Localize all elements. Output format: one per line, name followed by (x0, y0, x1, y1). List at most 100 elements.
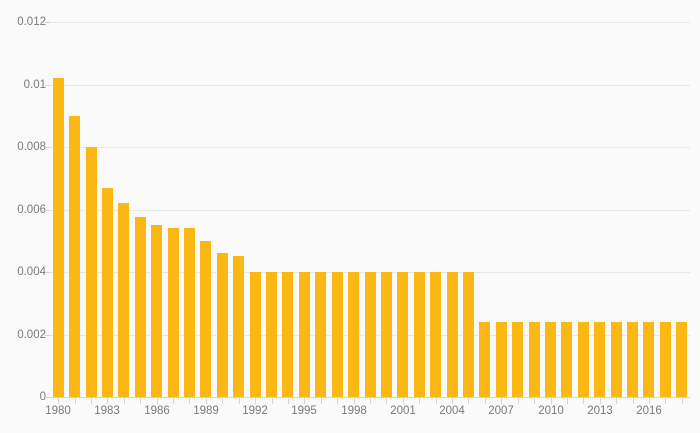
bar[interactable] (462, 272, 474, 397)
x-axis-tick-mark (91, 397, 92, 404)
x-axis-tick-mark (518, 397, 519, 404)
bar[interactable] (364, 272, 376, 397)
bar[interactable] (627, 322, 639, 397)
bars-series (50, 22, 690, 397)
y-axis-tick-label: 0.012 (17, 16, 46, 28)
x-axis-tick-label: 2010 (538, 405, 564, 417)
gridline (50, 147, 690, 148)
bar[interactable] (561, 322, 573, 397)
bar[interactable] (610, 322, 622, 397)
plot-area (50, 22, 690, 398)
y-axis-tick-mark (45, 22, 50, 23)
x-axis-tick-mark (140, 397, 141, 404)
bar[interactable] (380, 272, 392, 397)
bar[interactable] (512, 322, 524, 397)
x-axis-tick-mark (649, 397, 650, 404)
x-axis-tick-mark (468, 397, 469, 404)
x-axis-tick-label: 2004 (439, 405, 465, 417)
bar[interactable] (200, 240, 212, 397)
x-axis-tick-label: 1989 (193, 405, 219, 417)
x-axis-tick-mark (239, 397, 240, 404)
x-axis-tick-mark (534, 397, 535, 404)
bar[interactable] (495, 322, 507, 397)
x-axis-tick-mark (436, 397, 437, 404)
x-axis-tick-mark (75, 397, 76, 404)
bar[interactable] (446, 272, 458, 397)
bar[interactable] (348, 272, 360, 397)
bar[interactable] (216, 253, 228, 397)
x-axis-tick-mark (403, 397, 404, 404)
x-axis-tick-mark (255, 397, 256, 404)
x-axis-tick-label: 2013 (587, 405, 613, 417)
bar[interactable] (233, 256, 245, 397)
x-axis-tick-mark (501, 397, 502, 404)
bar[interactable] (69, 115, 81, 397)
x-axis-tick-label: 2007 (488, 405, 514, 417)
y-axis-tick-label: 0.01 (23, 78, 46, 91)
x-axis-tick-label: 1980 (45, 405, 71, 417)
bar[interactable] (249, 272, 261, 397)
bar[interactable] (85, 147, 97, 397)
bar[interactable] (659, 322, 671, 397)
y-axis-tick-label: 0.008 (17, 141, 46, 153)
y-axis-tick-mark (45, 334, 50, 336)
bar[interactable] (413, 272, 425, 397)
bar[interactable] (101, 187, 113, 397)
x-axis-tick-mark (633, 397, 634, 404)
bar[interactable] (528, 322, 540, 397)
y-axis-tick-mark (45, 147, 50, 148)
x-axis-tick-label: 2016 (636, 405, 662, 417)
bar[interactable] (430, 272, 442, 397)
bar[interactable] (118, 203, 130, 397)
x-axis-tick-mark (485, 397, 486, 404)
x-axis-tick-mark (173, 397, 174, 404)
x-axis-tick-mark (354, 397, 355, 404)
y-axis-tick-label: 0.006 (17, 203, 46, 216)
x-axis-tick-mark (58, 397, 59, 404)
x-axis-tick-mark (665, 397, 666, 404)
x-axis-tick-mark (386, 397, 387, 404)
x-axis-tick-mark (682, 397, 683, 404)
x-axis-tick-mark (600, 397, 601, 404)
gridline (50, 209, 690, 211)
x-axis-tick-label: 1998 (341, 405, 367, 417)
bar[interactable] (134, 217, 146, 397)
x-axis-tick-mark (304, 397, 305, 404)
x-axis-tick-label: 1995 (291, 405, 317, 417)
x-axis-tick-mark (616, 397, 617, 404)
bar[interactable] (183, 228, 195, 397)
bar[interactable] (577, 322, 589, 397)
bar[interactable] (545, 322, 556, 397)
x-axis-tick-mark (222, 397, 223, 404)
bar[interactable] (397, 272, 409, 397)
bar[interactable] (52, 78, 64, 397)
bar[interactable] (594, 322, 606, 397)
y-axis-tick-mark (45, 84, 50, 86)
gridline (50, 84, 690, 86)
x-axis-tick-mark (551, 397, 552, 404)
x-axis-tick-label: 1986 (144, 405, 170, 417)
bar[interactable] (643, 322, 655, 397)
bar[interactable] (479, 322, 491, 397)
x-axis-tick-mark (206, 397, 207, 404)
bar[interactable] (266, 272, 278, 397)
y-axis-tick-mark (45, 397, 50, 398)
x-axis-tick-mark (272, 397, 273, 404)
x-axis-tick-mark (107, 397, 108, 404)
y-axis-tick-mark (45, 272, 50, 273)
x-axis-tick-mark (321, 397, 322, 404)
x-axis-tick-mark (288, 397, 289, 404)
y-axis-tick-label: 0.004 (17, 266, 46, 278)
bar[interactable] (676, 322, 688, 397)
bar[interactable] (282, 272, 294, 397)
bar[interactable] (298, 272, 310, 397)
bar[interactable] (167, 228, 179, 397)
bar[interactable] (315, 272, 327, 397)
x-axis-tick-label: 1992 (242, 405, 268, 417)
bar[interactable] (151, 225, 163, 397)
x-axis-tick-label: 2001 (390, 405, 416, 417)
gridline (50, 22, 690, 23)
x-axis-tick-mark (583, 397, 584, 404)
bar[interactable] (331, 272, 343, 397)
